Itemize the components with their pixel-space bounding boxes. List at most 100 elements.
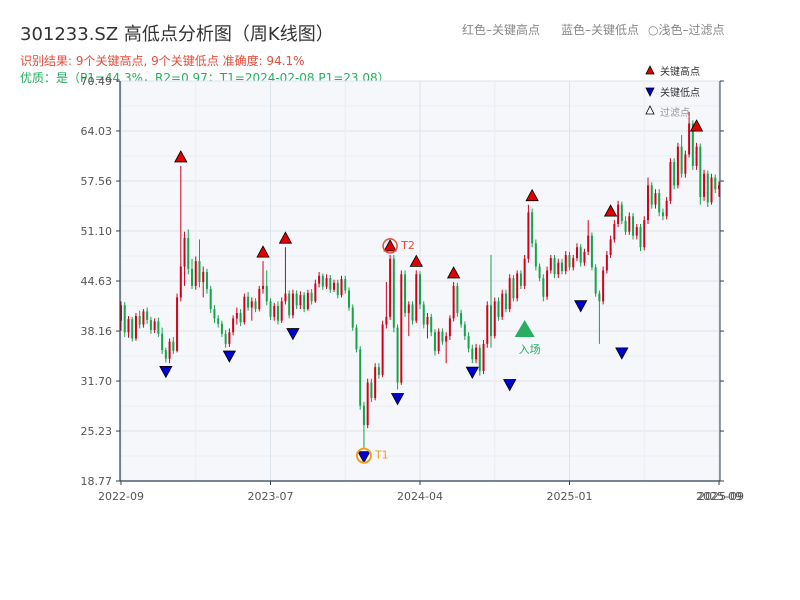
candle-body xyxy=(120,305,122,321)
y-tick-label: 51.10 xyxy=(81,225,113,238)
candle-body xyxy=(400,274,403,383)
candle-body xyxy=(336,282,339,296)
candle-body xyxy=(224,333,227,344)
candle-body xyxy=(396,327,399,383)
x-tick-label: 2022-09 xyxy=(98,490,144,503)
candle-body xyxy=(501,293,504,317)
candle-body xyxy=(157,321,160,334)
candle-body xyxy=(146,311,149,320)
candle-body xyxy=(583,251,586,263)
t1-label: T1 xyxy=(374,449,389,462)
candle-body xyxy=(676,146,679,186)
key-high-marker xyxy=(174,150,188,163)
candle-body xyxy=(138,316,141,325)
candle-body xyxy=(654,193,657,205)
candle-body xyxy=(490,305,493,337)
candle-body xyxy=(213,309,216,319)
hint-red: 红色–关键高点 xyxy=(462,23,541,37)
candle-body xyxy=(617,204,620,225)
candle-body xyxy=(564,254,567,272)
candle-body xyxy=(684,154,687,174)
candle-body xyxy=(359,349,362,406)
candle-body xyxy=(303,295,306,310)
candle-body xyxy=(609,239,612,255)
candle-body xyxy=(497,301,500,317)
candle-body xyxy=(310,292,313,302)
candle-body xyxy=(131,319,134,339)
candle-body xyxy=(288,293,291,316)
candle-body xyxy=(624,220,627,232)
candle-body xyxy=(665,200,668,217)
candle-body xyxy=(280,301,283,321)
candle-body xyxy=(557,262,560,275)
candle-body xyxy=(254,301,257,310)
candle-body xyxy=(329,278,332,290)
candle-body xyxy=(452,285,455,319)
candle-body xyxy=(594,267,597,294)
candle-body xyxy=(579,247,582,263)
candle-body xyxy=(706,173,709,203)
t1-circle xyxy=(355,447,372,464)
candle-body xyxy=(688,123,691,155)
x-tick-label: 2024-04 xyxy=(397,490,443,503)
candle-body xyxy=(415,274,418,321)
key-low-marker xyxy=(159,366,173,379)
candle-body xyxy=(168,341,171,359)
candle-body xyxy=(523,258,526,286)
candle-body xyxy=(534,243,537,267)
candle-body xyxy=(493,301,496,337)
candle-body xyxy=(673,162,676,186)
key-high-marker xyxy=(603,204,618,217)
candle-body xyxy=(247,296,250,308)
t2-label: T2 xyxy=(400,239,415,252)
axes: 18.77 25.23 31.70 38.16 44.63 51.10 57.56 64.03… xyxy=(81,75,744,503)
candle-body xyxy=(232,318,235,333)
candle-body xyxy=(273,305,276,317)
candle-body xyxy=(134,316,137,339)
candle-body xyxy=(531,212,534,244)
candle-body xyxy=(575,247,578,259)
candle-body xyxy=(426,316,429,325)
candle-body xyxy=(512,278,515,299)
candle-body xyxy=(407,304,410,313)
candle-body xyxy=(463,324,466,337)
candle-body xyxy=(142,311,145,325)
key-low-marker xyxy=(286,328,300,341)
y-tick-label: 31.70 xyxy=(81,375,113,388)
candle-body xyxy=(478,347,481,371)
candle-body xyxy=(718,185,720,190)
key-low-marker xyxy=(357,451,371,464)
candle-body xyxy=(643,220,646,248)
legend-filtered-icon xyxy=(645,105,655,115)
candle-body xyxy=(714,177,717,190)
candle-body xyxy=(527,212,530,259)
candle-body xyxy=(456,285,459,313)
result-info: 识别结果: 9个关键高点, 9个关键低点 准确度: 94.1% xyxy=(20,54,305,68)
candle-body xyxy=(392,258,395,328)
key-low-marker xyxy=(615,347,629,360)
candle-body xyxy=(127,319,130,333)
candle-body xyxy=(276,305,279,321)
candle-body xyxy=(220,323,223,334)
candle-body xyxy=(265,285,268,302)
candle-body xyxy=(187,237,190,269)
candle-body xyxy=(318,275,321,284)
candle-body xyxy=(291,293,294,316)
candle-body xyxy=(385,316,388,325)
key-low-marker xyxy=(465,366,479,380)
candle-body xyxy=(542,278,545,297)
candle-body xyxy=(217,318,220,324)
candle-body xyxy=(299,295,302,306)
candle-body xyxy=(314,283,317,302)
legend-high-label: 关键高点 xyxy=(660,65,700,78)
y-tick-label: 18.77 xyxy=(81,475,113,488)
legend-low-label: 关键低点 xyxy=(660,86,700,99)
key-high-marker xyxy=(409,254,423,267)
hint-blue: 蓝色–关键低点 xyxy=(561,23,640,37)
candle-body xyxy=(183,237,186,267)
candle-body xyxy=(194,261,197,286)
y-tick-label: 57.56 xyxy=(81,175,113,188)
candle-body xyxy=(504,293,507,310)
candle-body xyxy=(605,254,608,271)
candle-body xyxy=(366,382,369,426)
